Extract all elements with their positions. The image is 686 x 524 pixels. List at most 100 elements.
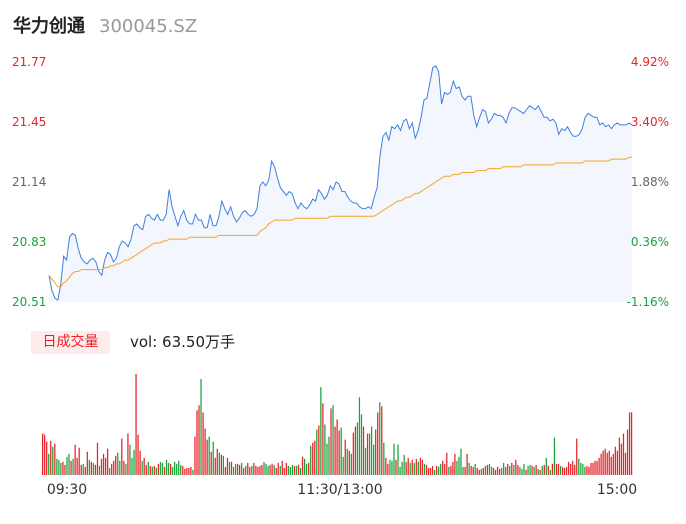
volume-bar — [257, 466, 259, 475]
volume-bar — [151, 466, 153, 475]
volume-bar — [184, 468, 186, 475]
volume-bar — [68, 453, 70, 475]
volume-bar — [352, 432, 354, 475]
volume-bar — [630, 412, 633, 475]
y-tick-left: 21.77 — [12, 55, 46, 69]
volume-bar — [411, 459, 413, 475]
volume-bar — [498, 468, 501, 475]
volume-bar — [389, 459, 391, 475]
volume-readout: vol: 63.50万手 — [130, 333, 235, 351]
volume-tab[interactable]: 日成交量 — [31, 331, 110, 354]
volume-bar — [318, 425, 320, 475]
volume-bar — [98, 465, 101, 475]
volume-bar — [582, 463, 584, 475]
volume-bar — [111, 463, 113, 475]
volume-bar — [42, 433, 44, 475]
volume-bar — [66, 456, 68, 475]
volume-bar — [303, 458, 306, 475]
volume-bar — [342, 456, 344, 475]
volume-bar — [330, 408, 332, 475]
volume-bar — [381, 406, 383, 475]
volume-bar — [436, 465, 438, 475]
volume-bar — [161, 462, 164, 475]
volume-bar — [119, 460, 121, 475]
volume-bar — [198, 405, 200, 475]
volume-bar — [232, 466, 235, 475]
volume-bar — [433, 469, 436, 475]
volume-bar — [312, 442, 314, 475]
volume-bar — [84, 466, 86, 475]
volume-bar — [143, 457, 145, 475]
volume-bar — [90, 461, 92, 475]
price-line-group — [48, 65, 633, 301]
stock-code: 300045.SZ — [99, 16, 198, 37]
volume-bar — [206, 439, 208, 475]
volume-bar — [297, 464, 300, 475]
volume-bar — [470, 465, 472, 475]
volume-bar — [216, 448, 218, 475]
volume-bar — [299, 467, 302, 475]
volume-bar — [243, 467, 245, 475]
volume-bar — [224, 466, 227, 475]
volume-bar — [356, 422, 359, 475]
volume-bar — [513, 464, 515, 475]
volume-bar — [354, 426, 357, 475]
volume-bar — [269, 464, 271, 475]
stock-header: 华力创通 300045.SZ — [13, 12, 197, 40]
volume-bar — [511, 462, 513, 475]
volume-bar — [340, 427, 342, 475]
volume-bar — [586, 465, 588, 475]
volume-bar — [283, 467, 285, 475]
volume-bar — [480, 468, 482, 475]
volume-bar — [218, 452, 220, 475]
volume-bar — [314, 440, 316, 475]
volume-bar — [52, 446, 54, 475]
volume-bar — [241, 462, 243, 475]
volume-bar — [440, 463, 442, 475]
volume-bar — [129, 444, 131, 475]
volume-bar — [523, 463, 525, 475]
volume-bar — [155, 467, 157, 475]
volume-bar — [360, 414, 363, 475]
volume-bar — [551, 463, 554, 475]
volume-bar — [446, 452, 448, 475]
volume-bar — [393, 443, 395, 475]
volume-bar — [507, 463, 509, 475]
volume-bar — [78, 447, 80, 475]
volume-bar — [568, 461, 570, 475]
volume-bar — [178, 460, 180, 475]
volume-bar — [500, 467, 503, 475]
volume-bar — [509, 465, 511, 475]
volume-bar — [208, 436, 210, 475]
volume-bar — [549, 469, 551, 475]
volume-bar — [310, 445, 312, 475]
volume-bar — [413, 462, 415, 475]
volume-bar — [212, 441, 214, 475]
volume-bar — [210, 451, 212, 475]
volume-bar — [409, 462, 411, 475]
volume-bar — [133, 449, 135, 475]
volume-bar — [104, 457, 107, 475]
volume-bar — [326, 443, 328, 475]
volume-bar — [147, 461, 149, 475]
volume-bar — [425, 464, 428, 475]
volume-bar — [186, 467, 188, 475]
volume-bar — [259, 465, 261, 475]
volume-bar — [332, 405, 334, 475]
volume-bar — [427, 467, 430, 475]
volume-bar — [371, 426, 373, 475]
volume-bar — [202, 412, 204, 475]
volume-bar — [576, 438, 578, 475]
volume-bar — [92, 462, 95, 475]
volume-bar — [486, 464, 489, 475]
x-axis: 09:30 11:30/13:00 15:00 — [47, 482, 637, 498]
volume-bar — [192, 469, 194, 475]
volume-bar — [324, 424, 326, 475]
volume-bar — [395, 459, 397, 475]
volume-bar — [222, 455, 225, 475]
volume-bar — [174, 461, 176, 475]
y-tick-left: 20.51 — [12, 295, 46, 309]
volume-bar — [56, 458, 58, 475]
volume-bar — [149, 465, 151, 475]
volume-bar — [407, 457, 409, 475]
